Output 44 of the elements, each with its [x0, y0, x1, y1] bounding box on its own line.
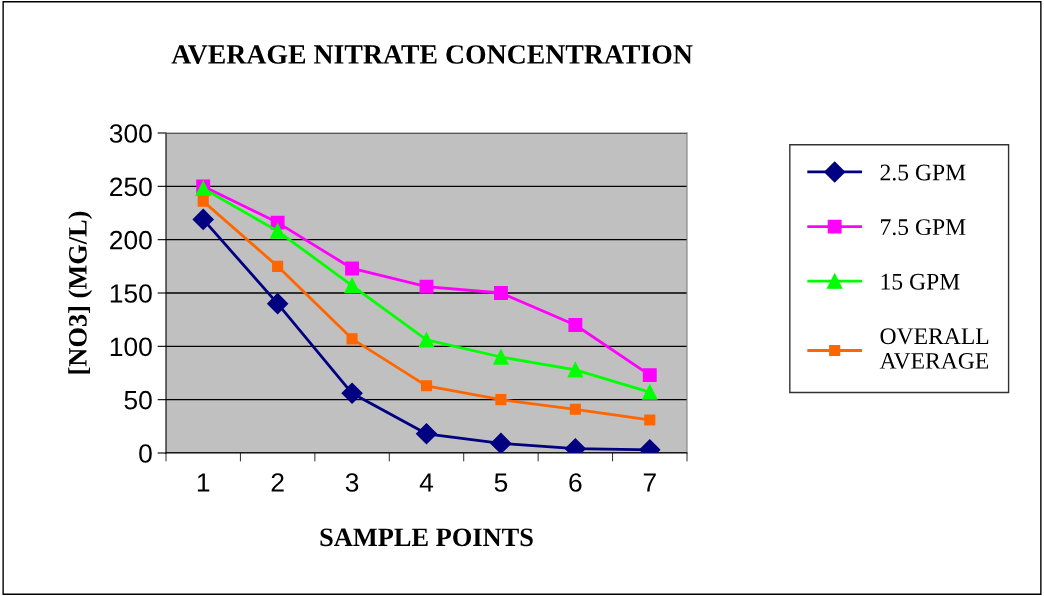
- x-tick-label: 3: [345, 473, 359, 492]
- point: [267, 293, 289, 315]
- point: [642, 384, 658, 400]
- x-tick-label: 6: [569, 473, 582, 492]
- y-tick-label: 250: [110, 177, 152, 197]
- point: [341, 382, 363, 404]
- y-tick-label: 150: [110, 284, 152, 303]
- point: [197, 195, 209, 207]
- legend-label: OVERALL AVERAGE: [879, 328, 989, 369]
- y-tick-label: 50: [124, 390, 152, 410]
- point: [495, 394, 507, 406]
- x-tick-label: 2: [271, 473, 284, 492]
- y-tick-label: 200: [110, 230, 152, 250]
- point: [272, 260, 284, 272]
- x-tick-label: 7: [643, 473, 656, 492]
- chart-title: AVERAGE NITRATE CONCENTRATION: [171, 45, 693, 64]
- x-tick-label: 5: [494, 473, 508, 492]
- point: [346, 333, 358, 345]
- point: [344, 277, 360, 294]
- x-tick-label: 4: [419, 473, 434, 492]
- y-tick-label: 0: [139, 444, 152, 463]
- legend-label: 7.5 GPM: [881, 219, 966, 236]
- point: [418, 332, 435, 348]
- point: [568, 318, 583, 332]
- point: [270, 223, 286, 239]
- x-axis-title: SAMPLE POINTS: [320, 528, 533, 547]
- point: [345, 261, 360, 276]
- y-tick-label: 300: [109, 124, 152, 143]
- point: [493, 349, 509, 365]
- point: [192, 208, 214, 230]
- point: [644, 414, 656, 426]
- point: [420, 380, 433, 392]
- x-tick-label: 1: [197, 473, 210, 492]
- y-axis-title: [NO3] (MG/L): [68, 211, 93, 374]
- point: [569, 403, 581, 415]
- point: [419, 279, 434, 294]
- legend-label: 15 GPM: [881, 273, 960, 290]
- point: [567, 362, 583, 378]
- point: [493, 286, 508, 300]
- legend-label: 2.5 GPM: [880, 164, 966, 181]
- point: [415, 423, 438, 445]
- y-tick-label: 100: [110, 337, 152, 357]
- point: [642, 368, 657, 383]
- point: [490, 432, 512, 453]
